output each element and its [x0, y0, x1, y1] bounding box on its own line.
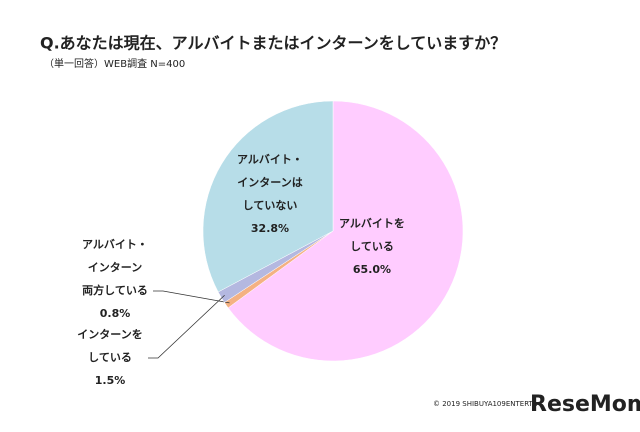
slice-label: していない: [243, 199, 298, 212]
slice-label: インターンは: [237, 176, 302, 189]
value-label: 32.8%: [251, 222, 289, 235]
slice-label: アルバイト・: [237, 153, 303, 166]
leader-line: [153, 290, 230, 304]
pie-slice: [202, 100, 334, 293]
copyright: © 2019 SHIBUYA109ENTERTA: [433, 400, 537, 408]
slice-label: 両方している: [82, 283, 148, 297]
chart-subtitle: （単一回答）WEB調査 N=400: [44, 57, 185, 70]
slice-label: アルバイト・: [82, 238, 148, 251]
slice-label: している: [88, 351, 132, 364]
slice-label: インターン: [88, 261, 142, 274]
slice-label: インターンを: [77, 328, 142, 341]
pie-slice: [227, 100, 464, 362]
chart-title: Q.あなたは現在、アルバイトまたはインターンをしていますか？: [40, 34, 506, 53]
leader-line: [148, 294, 225, 359]
value-label: 65.0%: [353, 263, 391, 276]
value-label: 0.8%: [100, 307, 131, 320]
value-label: 1.5%: [95, 374, 126, 387]
slice-label: アルバイトを: [339, 217, 405, 230]
watermark: ReseMom: [530, 392, 640, 417]
slice-label: している: [350, 240, 394, 253]
